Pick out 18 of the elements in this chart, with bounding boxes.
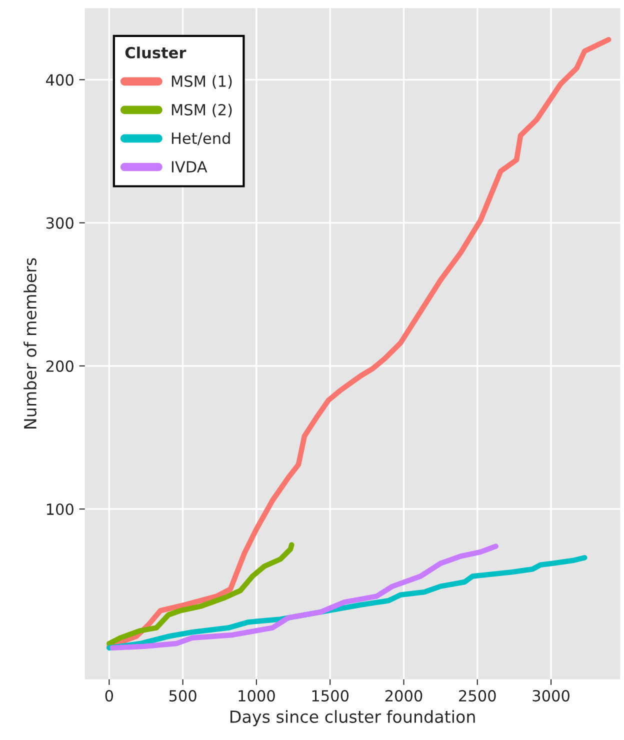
x-tick-label: 500 (169, 690, 196, 702)
legend-label: Het/end (172, 132, 230, 146)
x-tick-label: 0 (105, 690, 114, 702)
y-tick-label: 400 (46, 74, 74, 86)
legend-label: MSM (1) (172, 75, 232, 89)
y-tick-label: 300 (46, 217, 74, 229)
legend-label: IVDA (172, 161, 208, 172)
y-tick-label: 200 (46, 360, 74, 372)
x-tick-label: 1000 (238, 690, 275, 702)
legend-label: MSM (2) (172, 104, 232, 118)
x-tick-label: 2000 (385, 690, 422, 702)
x-tick-label: 2500 (459, 690, 496, 702)
legend-title: Cluster (125, 46, 186, 58)
y-tick-label: 100 (46, 503, 74, 516)
y-axis-title: Number of members (24, 258, 36, 428)
x-tick-label: 1500 (312, 690, 349, 702)
x-tick-label: 3000 (532, 690, 570, 702)
x-axis-title: Days since cluster foundation (230, 710, 475, 726)
